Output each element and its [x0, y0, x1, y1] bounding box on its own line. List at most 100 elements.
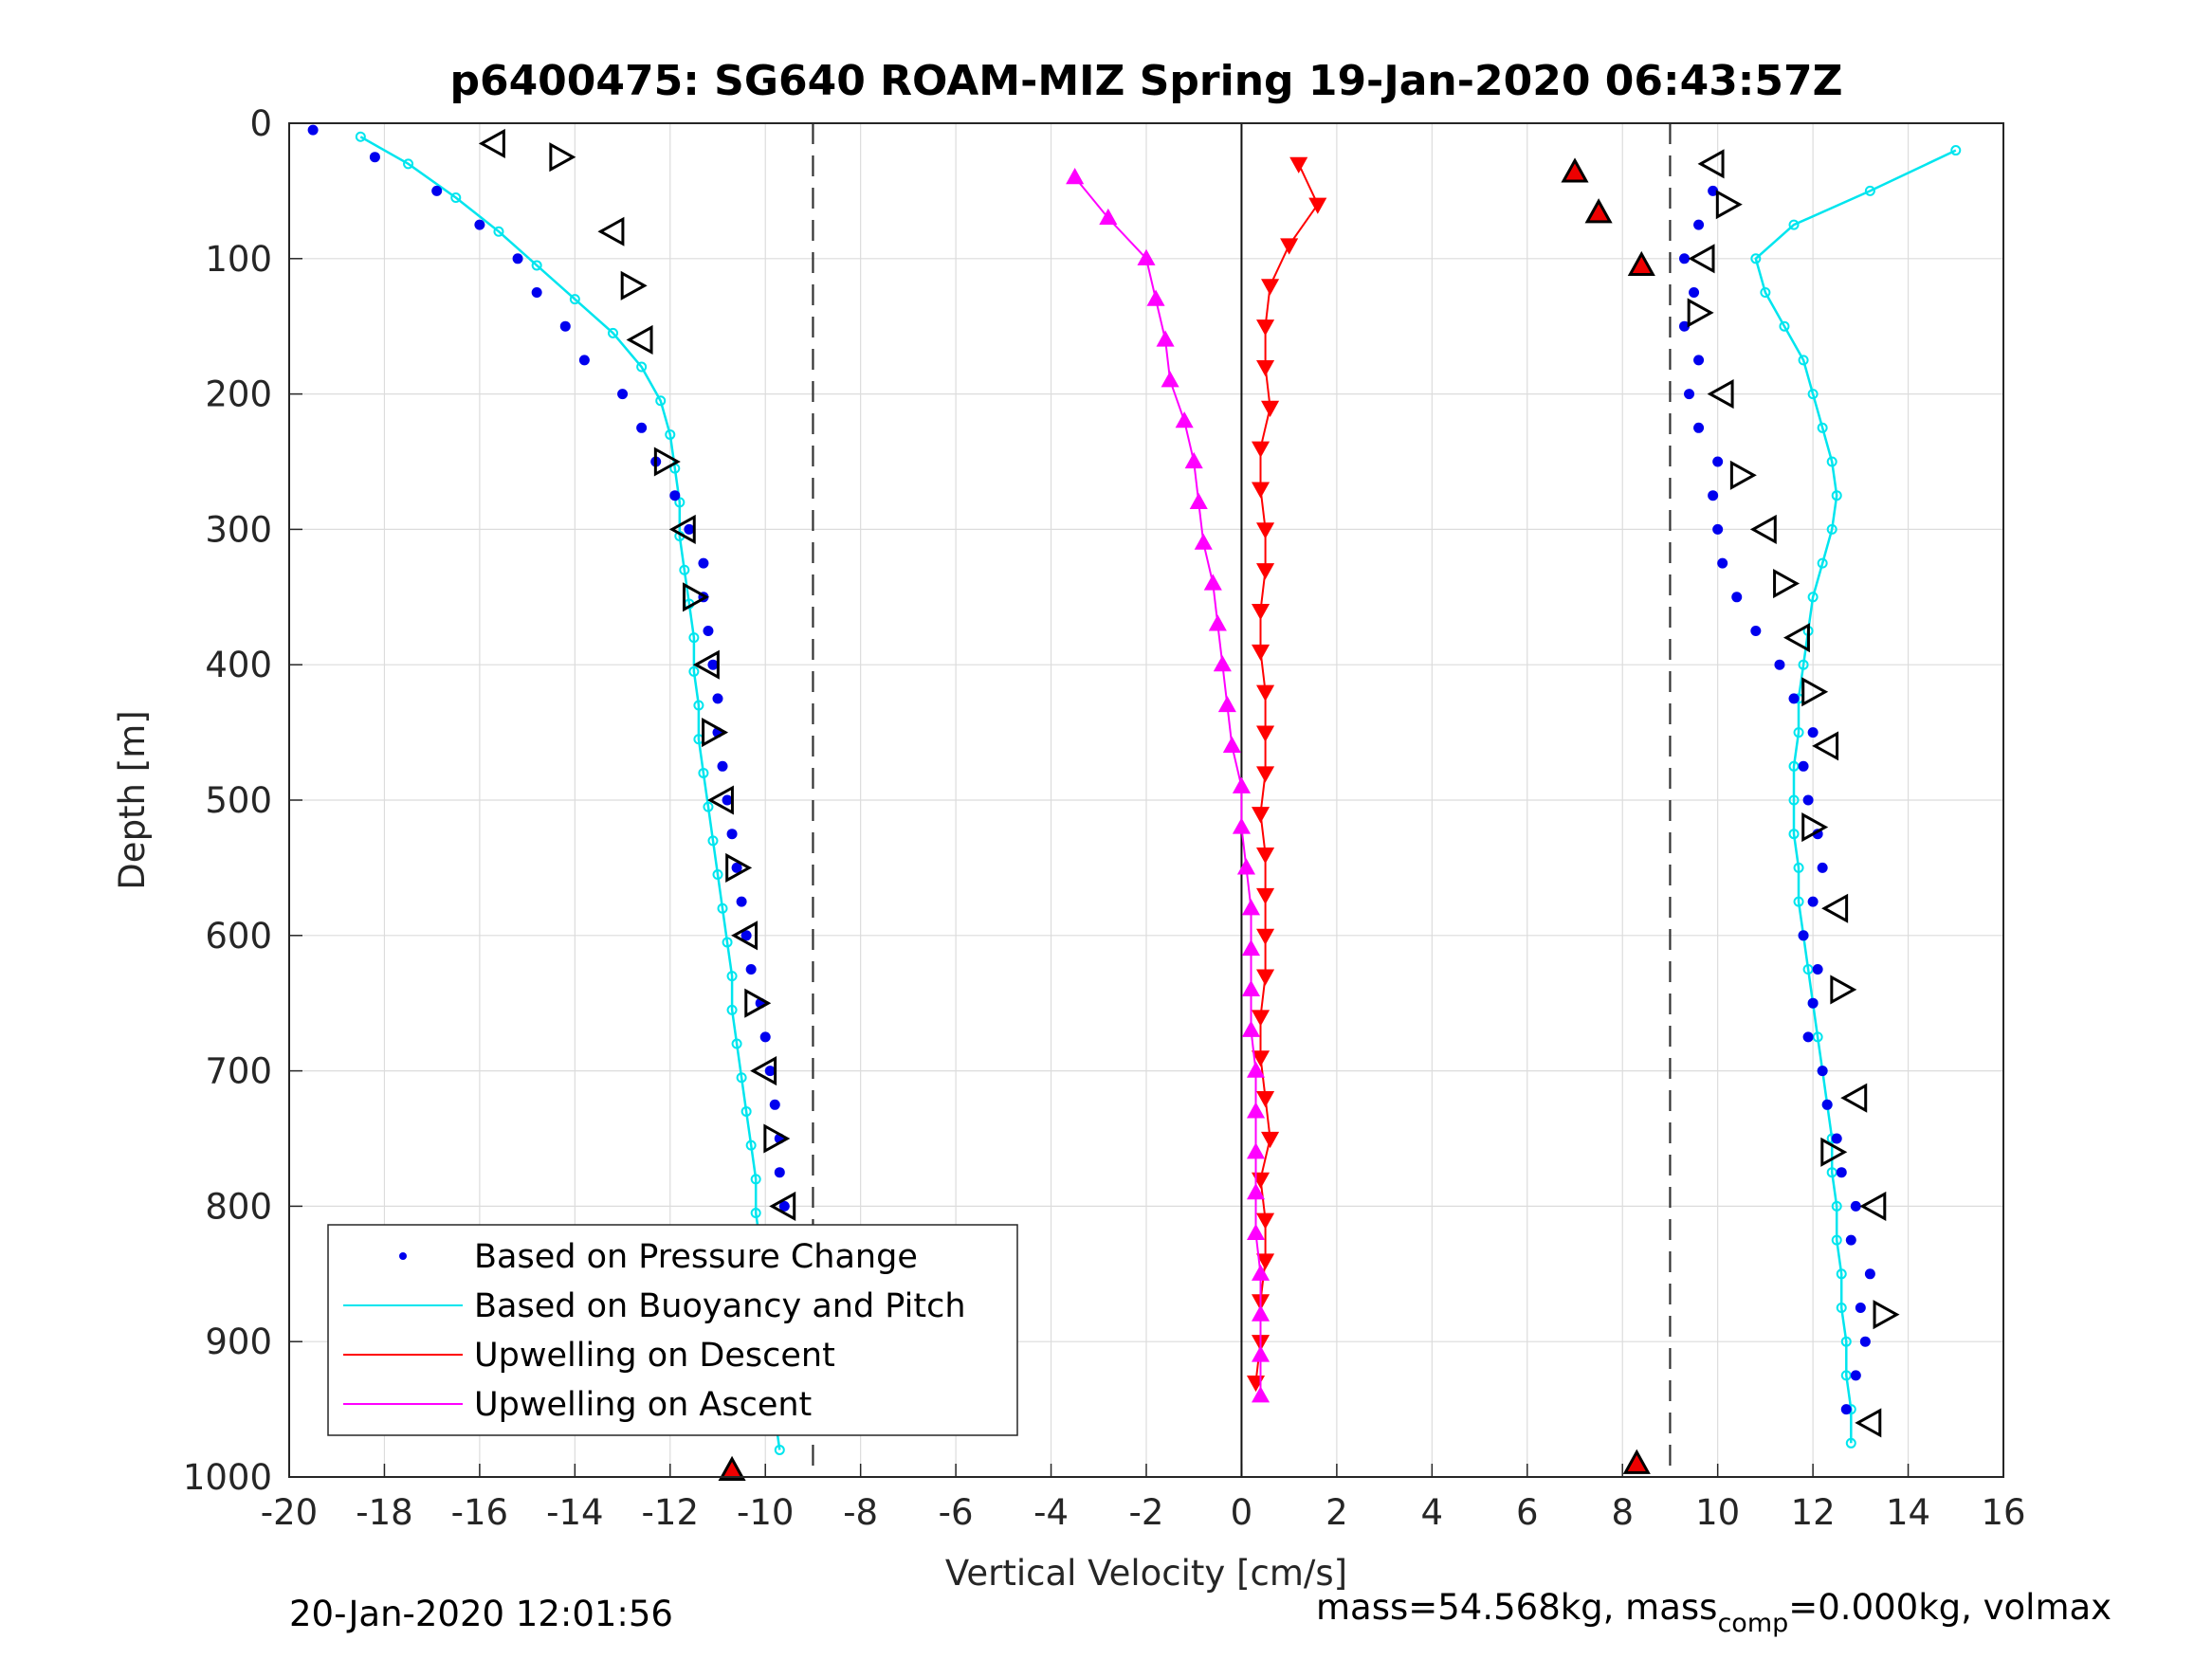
black-triangle-marker — [1873, 1300, 1900, 1330]
black-triangle-marker — [692, 649, 720, 680]
pressure-point — [1864, 1268, 1875, 1280]
black-triangle-marker — [1782, 623, 1810, 653]
black-triangle-marker — [1688, 244, 1715, 274]
buoyancy-point — [1840, 1336, 1852, 1347]
buoyancy-point — [1826, 1167, 1837, 1178]
ascent-upwelling-point — [1246, 1223, 1266, 1241]
x-tick-label: 2 — [1325, 1492, 1348, 1533]
descent-upwelling-point — [1251, 482, 1271, 499]
pressure-point — [431, 185, 443, 196]
x-tick-label: -16 — [451, 1492, 508, 1533]
pressure-point — [512, 253, 523, 264]
pressure-point — [736, 896, 747, 907]
black-triangle-marker — [1729, 460, 1757, 490]
buoyancy-point — [750, 1174, 761, 1185]
pressure-point — [1850, 1200, 1861, 1212]
buoyancy-point — [1788, 760, 1800, 772]
x-tick-label: 10 — [1695, 1492, 1740, 1533]
pressure-point — [1802, 1031, 1814, 1043]
buoyancy-point — [717, 902, 728, 914]
pressure-point — [759, 1031, 771, 1043]
pressure-point — [1845, 1234, 1856, 1246]
x-tick-label: -18 — [356, 1492, 412, 1533]
x-tick-label: 6 — [1516, 1492, 1539, 1533]
ascent-upwelling-point — [1189, 492, 1208, 509]
ascent-upwelling-point — [1222, 736, 1241, 753]
black-triangle-marker — [1821, 893, 1849, 923]
pressure-point — [1859, 1336, 1871, 1347]
descent-upwelling-point — [1261, 279, 1280, 296]
x-tick-label: -12 — [642, 1492, 699, 1533]
ascent-upwelling-point — [1232, 776, 1251, 793]
buoyancy-point — [703, 801, 714, 812]
buoyancy-point — [774, 1444, 785, 1455]
descent-upwelling-point — [1256, 1253, 1275, 1270]
buoyancy-point — [1836, 1268, 1847, 1280]
buoyancy-point — [726, 971, 738, 982]
ascent-upwelling-point — [1246, 1142, 1266, 1159]
ascent-upwelling-point — [1175, 411, 1194, 428]
black-triangle-marker — [1773, 568, 1801, 599]
y-axis-label: Depth [m] — [112, 710, 153, 889]
black-triangle-marker — [702, 718, 729, 748]
ascent-upwelling-point — [1146, 289, 1165, 306]
descent-upwelling-point — [1289, 156, 1308, 173]
pressure-point — [1708, 185, 1719, 196]
x-axis-label: Vertical Velocity [cm/s] — [945, 1553, 1347, 1594]
x-tick-label: -2 — [1129, 1492, 1164, 1533]
buoyancy-point — [403, 158, 414, 170]
buoyancy-point — [731, 1038, 742, 1049]
pressure-point — [1774, 659, 1785, 670]
ascent-upwelling-point — [1194, 533, 1213, 550]
pressure-point — [764, 1066, 776, 1077]
pressure-point — [559, 320, 571, 332]
y-tick-labels: 0 100 200 300 400 500 600 700 800 900 1000 — [183, 103, 272, 1498]
ascent-upwelling-point — [1217, 695, 1236, 713]
red-triangle-marker — [1561, 157, 1589, 183]
descent-upwelling-point — [1261, 400, 1280, 417]
buoyancy-point — [531, 260, 542, 271]
x-tick-labels: -20 -18 -16 -14 -12 -10 -8 -6 -4 -2 0 2 4 6 8 10 12 14 16 — [261, 1492, 2026, 1533]
descent-upwelling-point — [1246, 1375, 1266, 1393]
legend-entry-label: Based on Pressure Change — [474, 1238, 918, 1276]
pressure-point — [698, 557, 709, 569]
buoyancy-point — [698, 767, 709, 778]
pressure-point — [1684, 389, 1695, 400]
black-triangle-marker — [1859, 1191, 1887, 1221]
buoyancy-point — [569, 294, 580, 305]
pressure-point — [1693, 219, 1705, 230]
red-triangle-marker — [718, 1455, 746, 1481]
black-triangle-marker — [653, 447, 681, 477]
buoyancy-point — [674, 497, 686, 508]
black-triangle-marker — [1749, 514, 1777, 544]
pressure-point — [1788, 693, 1800, 704]
black-triangle-marker — [1840, 1083, 1868, 1113]
pressure-point — [531, 287, 542, 298]
pressure-point — [1798, 760, 1809, 772]
pressure-point — [774, 1167, 785, 1178]
descent-upwelling-point — [1280, 238, 1299, 255]
descent-upwelling-point — [1261, 1131, 1280, 1149]
ascent-upwelling-point — [1184, 451, 1203, 469]
pressure-point — [778, 1200, 790, 1212]
y-tick-label: 400 — [205, 645, 272, 685]
legend-box — [327, 1224, 1018, 1436]
buoyancy-point — [355, 131, 366, 142]
ascent-upwelling-point — [1241, 939, 1261, 957]
buoyancy-point — [1826, 523, 1837, 535]
buoyancy-point — [1836, 1303, 1847, 1313]
pressure-point — [1817, 1066, 1828, 1077]
pressure-point — [636, 422, 648, 433]
buoyancy-point — [1793, 896, 1804, 907]
pressure-point — [1850, 1370, 1861, 1381]
y-tick-label: 500 — [205, 780, 272, 821]
y-tick-label: 100 — [205, 239, 272, 280]
descent-upwelling-point — [1256, 887, 1275, 905]
buoyancy-point — [1845, 1437, 1856, 1449]
black-triangle-marker — [549, 142, 576, 173]
buoyancy-point — [1802, 964, 1814, 975]
data-series — [307, 124, 1962, 1481]
pressure-point — [369, 152, 380, 163]
black-triangle-marker — [1830, 975, 1857, 1005]
